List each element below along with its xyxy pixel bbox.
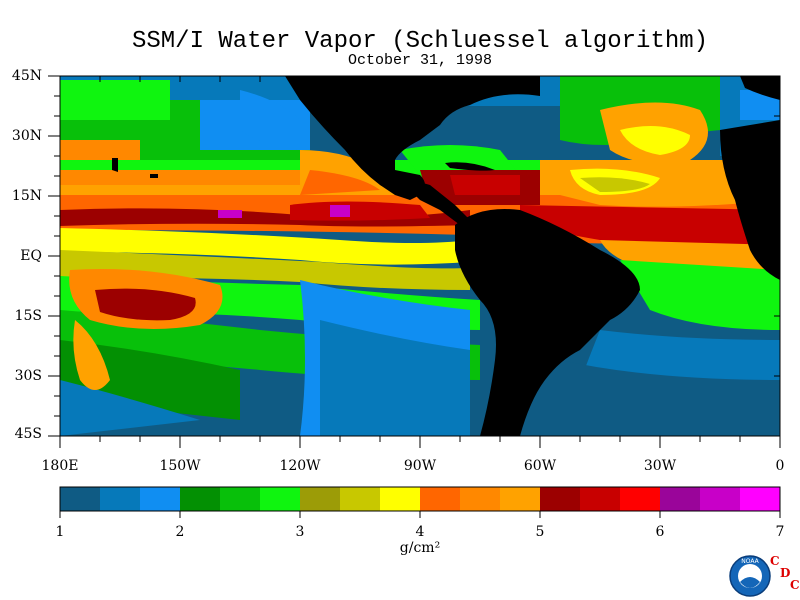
lon-label-60w: 60W <box>523 458 557 474</box>
colorbar-swatch <box>700 487 741 511</box>
lon-label-90w: 90W <box>403 458 437 474</box>
lat-label-eq: EQ <box>20 248 42 264</box>
cuba-island <box>445 162 495 171</box>
greenland-landmass <box>470 76 530 92</box>
colorbar-label-2: 2 <box>175 524 185 540</box>
colorbar-swatch <box>140 487 181 511</box>
lat-label-45n: 45N <box>11 68 42 84</box>
map-title: SSM/I Water Vapor (Schluessel algorithm) <box>131 28 709 55</box>
africa-landmass <box>720 120 780 280</box>
colorbar-ticks <box>59 511 781 518</box>
lat-label-30s: 30S <box>14 368 42 384</box>
colorbar-label-3: 3 <box>295 524 305 540</box>
colorbar-swatch <box>660 487 701 511</box>
lon-label-150w: 150W <box>159 458 201 474</box>
colorbar-swatch <box>620 487 661 511</box>
colorbar-swatch <box>540 487 581 511</box>
europe-landmass <box>740 76 780 100</box>
colorbar-swatch <box>100 487 141 511</box>
noaa-seal-icon: NOAA <box>729 555 771 597</box>
central-america-landmass <box>395 175 470 225</box>
colorbar-swatch <box>180 487 221 511</box>
colorbar-swatch <box>740 487 781 511</box>
colorbar-label-1: 1 <box>55 524 65 540</box>
lat-label-30n: 30N <box>11 128 42 144</box>
hawaii-islands <box>112 158 118 172</box>
noaa-cdc-logo: NOAA C D C <box>728 554 800 598</box>
north-america-landmass <box>285 76 540 200</box>
colorbar-label-6: 6 <box>655 524 665 540</box>
lon-label-120w: 120W <box>279 458 321 474</box>
pacific-islands <box>150 174 158 178</box>
colorbar-label-5: 5 <box>535 524 545 540</box>
colorbar-swatch <box>460 487 501 511</box>
colorbar <box>60 487 781 511</box>
lon-label-0: 0 <box>775 458 785 474</box>
colorbar-label-4: 4 <box>415 524 425 540</box>
colorbar-swatch <box>420 487 461 511</box>
colorbar-swatch <box>300 487 341 511</box>
colorbar-swatch <box>380 487 421 511</box>
lat-label-45s: 45S <box>14 426 42 442</box>
colorbar-swatch <box>500 487 541 511</box>
axis-ticks <box>48 75 781 448</box>
lon-label-30w: 30W <box>643 458 677 474</box>
logo-letter-d: D <box>780 566 791 580</box>
south-america-landmass <box>455 209 640 436</box>
map-field <box>60 76 780 436</box>
logo-letter-c2: C <box>790 578 800 592</box>
lat-label-15s: 15S <box>14 308 42 324</box>
lon-label-180e: 180E <box>41 458 79 474</box>
colorbar-unit: g/cm² <box>399 540 441 556</box>
map-date: October 31, 1998 <box>347 52 493 69</box>
colorbar-swatch <box>60 487 101 511</box>
lat-label-15n: 15N <box>11 188 42 204</box>
colorbar-swatch <box>260 487 301 511</box>
colorbar-swatch <box>220 487 261 511</box>
colorbar-swatch <box>580 487 621 511</box>
logo-letter-c1: C <box>770 554 780 568</box>
colorbar-swatch <box>340 487 381 511</box>
colorbar-label-7: 7 <box>775 524 785 540</box>
noaa-text: NOAA <box>741 558 759 565</box>
